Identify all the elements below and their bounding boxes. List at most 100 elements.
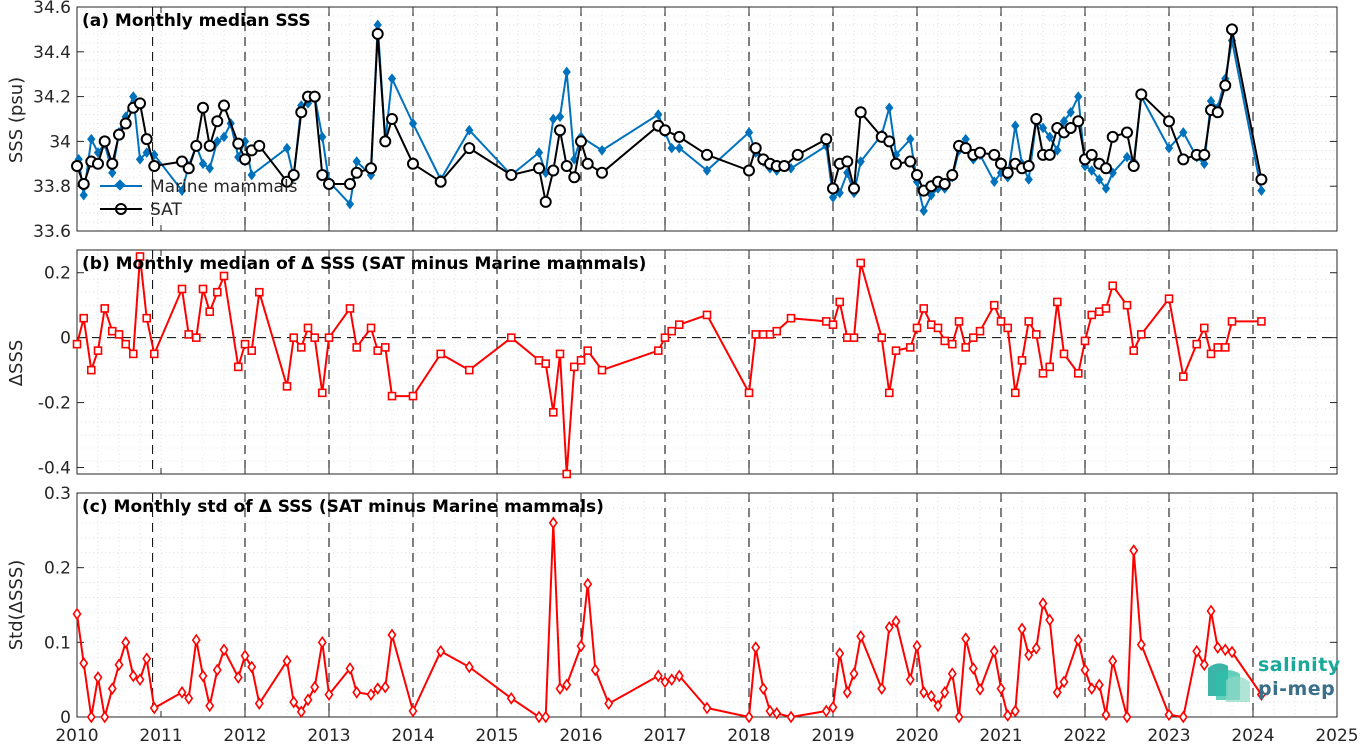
data-point (667, 673, 677, 687)
data-point (1213, 343, 1223, 352)
data-point (254, 697, 264, 710)
data-point (190, 139, 203, 152)
data-point (919, 304, 929, 313)
data-point (883, 135, 896, 148)
data-point (233, 362, 243, 372)
data-point (534, 147, 544, 158)
data-point (1129, 346, 1139, 355)
y-tick-label: -0.2 (38, 394, 71, 414)
data-point (352, 685, 362, 699)
data-point (240, 649, 250, 663)
data-point (744, 127, 754, 138)
y-tick-label: 0.2 (44, 559, 71, 579)
data-point (890, 157, 902, 170)
data-point (191, 333, 201, 342)
data-point (113, 128, 125, 141)
data-point (1192, 339, 1202, 349)
data-point (1017, 356, 1027, 365)
logo-text-salinity: salinity (1258, 654, 1341, 676)
data-point (380, 680, 390, 694)
data-point (93, 671, 103, 684)
data-point (324, 688, 334, 701)
x-tick-label: 2019 (811, 726, 854, 745)
data-point (106, 157, 119, 170)
data-point (408, 118, 418, 129)
data-point (675, 142, 684, 154)
data-point (1255, 173, 1268, 186)
x-tick-label: 2015 (475, 726, 518, 745)
data-point (749, 142, 762, 155)
data-point (1179, 127, 1188, 138)
data-point (1053, 145, 1062, 156)
data-point (828, 192, 838, 203)
data-point (1087, 310, 1097, 320)
data-point (568, 171, 581, 184)
data-point (219, 271, 229, 281)
data-point (940, 685, 950, 699)
data-point (926, 689, 936, 703)
data-point (211, 115, 224, 128)
data-point (317, 388, 327, 398)
data-point (386, 113, 398, 125)
data-point (436, 349, 446, 359)
data-point (182, 162, 195, 175)
data-point (1206, 349, 1216, 359)
panel-a-title: (a) Monthly median SSS (82, 11, 311, 31)
data-point (100, 304, 110, 313)
data-point (1206, 604, 1216, 618)
data-point (911, 169, 923, 181)
data-point (1256, 688, 1266, 701)
data-point (702, 165, 712, 176)
data-point (289, 695, 299, 709)
data-point (303, 323, 313, 333)
data-point (219, 643, 229, 657)
data-point (408, 391, 418, 401)
data-point (310, 680, 320, 694)
x-tick-label: 2012 (223, 726, 266, 745)
data-point (954, 710, 964, 724)
data-point (1038, 122, 1048, 134)
data-point (79, 313, 89, 323)
series-delta-sss (72, 252, 1266, 479)
data-point (581, 157, 594, 170)
data-point (786, 313, 796, 323)
data-point (654, 109, 663, 120)
data-point (927, 189, 936, 201)
data-point (505, 169, 518, 181)
data-point (1101, 708, 1111, 722)
data-point (1108, 654, 1118, 668)
data-point (1257, 317, 1266, 326)
data-point (821, 704, 831, 718)
y-tick-label: 0 (60, 329, 71, 349)
data-point (1101, 183, 1111, 194)
data-point (1043, 148, 1056, 161)
panel-a-chart: 33.6 33.8 34 34.2 34.4 34.6 (33, 0, 1338, 242)
data-point (310, 333, 320, 342)
data-point (968, 662, 978, 675)
data-point (555, 349, 565, 359)
data-point (786, 710, 796, 724)
data-point (177, 284, 187, 294)
data-point (1072, 115, 1085, 128)
data-point (534, 710, 544, 724)
x-tick-label: 2021 (979, 726, 1022, 745)
data-point (975, 682, 985, 696)
data-point (539, 195, 552, 208)
data-point (1030, 113, 1043, 125)
data-point (653, 669, 663, 683)
data-point (849, 333, 859, 342)
data-point (205, 307, 215, 316)
data-point (1199, 658, 1209, 672)
x-tick-label: 2020 (895, 726, 938, 745)
data-point (1163, 115, 1175, 128)
data-point (379, 135, 392, 148)
data-point (570, 154, 579, 165)
data-point (555, 111, 565, 123)
panel-c-ylabel: Std(ΔSSS) (6, 560, 27, 651)
data-point (961, 632, 971, 645)
data-point (71, 160, 83, 173)
data-point (464, 365, 474, 375)
data-point (562, 66, 571, 78)
x-tick-label: 2013 (307, 726, 350, 745)
panel-b-chart: -0.4 -0.2 0 0.2 (38, 249, 1338, 479)
